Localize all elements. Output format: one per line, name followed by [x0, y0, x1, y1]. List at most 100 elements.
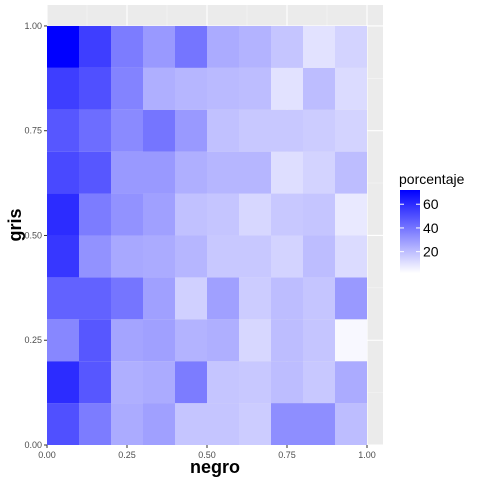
heatmap-cell	[271, 151, 303, 194]
legend-colorbar	[400, 190, 420, 273]
heatmap-cell	[239, 109, 271, 152]
heatmap-cell	[79, 361, 111, 404]
heatmap-cell	[175, 109, 207, 152]
heatmap-cell	[335, 277, 367, 320]
heatmap-cell	[335, 319, 367, 362]
heatmap-cell	[79, 193, 111, 236]
heatmap-cell	[47, 361, 79, 404]
heatmap-cell	[271, 193, 303, 236]
heatmap-cell	[207, 109, 239, 152]
heatmap-cell	[239, 151, 271, 194]
heatmap-cell	[175, 361, 207, 404]
heatmap-cell	[111, 25, 143, 68]
legend-title: porcentaje	[399, 171, 465, 187]
heatmap-cell	[335, 25, 367, 68]
heatmap-cell	[271, 361, 303, 404]
heatmap-cell	[47, 319, 79, 362]
heatmap-cell	[303, 319, 335, 362]
heatmap-cell	[303, 67, 335, 110]
heatmap-cell	[143, 277, 175, 320]
heatmap-cell	[47, 403, 79, 445]
heatmap-cell	[111, 235, 143, 278]
heatmap-cell	[271, 403, 303, 445]
heatmap-cell	[111, 361, 143, 404]
heatmap-cell	[239, 319, 271, 362]
heatmap-cell	[143, 109, 175, 152]
x-axis-title: negro	[190, 457, 240, 477]
heatmap-cell	[79, 109, 111, 152]
heatmap-cell	[79, 235, 111, 278]
heatmap-cell	[207, 67, 239, 110]
heatmap-cell	[79, 25, 111, 68]
heatmap-cell	[79, 319, 111, 362]
heatmap-cell	[271, 25, 303, 68]
heatmap-cell	[47, 67, 79, 110]
heatmap-cell	[79, 151, 111, 194]
y-tick-label: 0.50	[24, 230, 42, 240]
y-tick-label: 0.75	[24, 126, 42, 136]
heatmap-cell	[111, 193, 143, 236]
heatmap-cell	[271, 109, 303, 152]
heatmap-cell	[79, 67, 111, 110]
heatmap-cell	[111, 67, 143, 110]
heatmap-cell	[239, 361, 271, 404]
heatmap-cell	[303, 193, 335, 236]
legend-label: 60	[423, 196, 439, 212]
y-tick-label: 0.00	[24, 440, 42, 450]
heatmap-cell	[47, 25, 79, 68]
heatmap-cell	[239, 235, 271, 278]
heatmap-cell	[143, 25, 175, 68]
heatmap-cell	[303, 235, 335, 278]
heatmap-cell	[303, 151, 335, 194]
x-tick-label: 0.50	[198, 450, 216, 460]
heatmap-cell	[175, 151, 207, 194]
heatmap-cell	[207, 235, 239, 278]
heatmap-cell	[111, 319, 143, 362]
legend-label: 20	[423, 244, 439, 260]
heatmap-cell	[335, 67, 367, 110]
heatmap-cell	[335, 193, 367, 236]
heatmap-cell	[335, 235, 367, 278]
heatmap-cell	[207, 25, 239, 68]
heatmap-cell	[143, 319, 175, 362]
heatmap-cell	[207, 277, 239, 320]
heatmap-cell	[303, 277, 335, 320]
x-tick-label: 0.00	[38, 450, 56, 460]
y-axis-title: gris	[5, 208, 25, 241]
heatmap-cell	[143, 193, 175, 236]
heatmap-cell	[143, 403, 175, 445]
legend-label: 40	[423, 220, 439, 236]
heatmap-cell	[47, 235, 79, 278]
x-tick-label: 1.00	[358, 450, 376, 460]
heatmap-cell	[303, 403, 335, 445]
heatmap-cell	[239, 403, 271, 445]
heatmap-cell	[207, 151, 239, 194]
heatmap-cell	[335, 151, 367, 194]
heatmap-cell	[271, 277, 303, 320]
heatmap-cell	[335, 403, 367, 445]
heatmap-cell	[175, 67, 207, 110]
heatmap-cell	[47, 109, 79, 152]
heatmap-cell	[271, 319, 303, 362]
heatmap-cell	[143, 151, 175, 194]
y-tick-label: 0.25	[24, 335, 42, 345]
x-tick-label: 0.25	[118, 450, 136, 460]
heatmap-cell	[143, 235, 175, 278]
heatmap-cell	[175, 193, 207, 236]
heatmap-cell	[303, 361, 335, 404]
heatmap-cell	[207, 319, 239, 362]
y-tick-label: 1.00	[24, 21, 42, 31]
heatmap-cell	[271, 235, 303, 278]
heatmap-cell	[303, 109, 335, 152]
heatmap-cell	[47, 151, 79, 194]
heatmap-cell	[111, 151, 143, 194]
heatmap-cell	[239, 67, 271, 110]
heatmap-cell	[303, 25, 335, 68]
heatmap-cell	[175, 277, 207, 320]
heatmap-cell	[143, 361, 175, 404]
heatmap-cell	[239, 193, 271, 236]
heatmap-cell	[111, 403, 143, 445]
heatmap-cell	[79, 277, 111, 320]
heatmap-cell	[143, 67, 175, 110]
